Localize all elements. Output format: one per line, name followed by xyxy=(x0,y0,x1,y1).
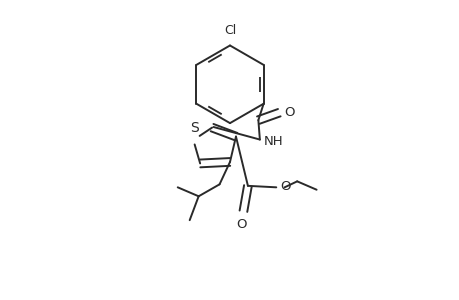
Text: S: S xyxy=(190,121,198,135)
Text: O: O xyxy=(280,180,291,193)
Text: O: O xyxy=(284,106,295,118)
Text: O: O xyxy=(236,218,246,231)
Text: Cl: Cl xyxy=(224,24,235,37)
Text: NH: NH xyxy=(263,134,282,148)
